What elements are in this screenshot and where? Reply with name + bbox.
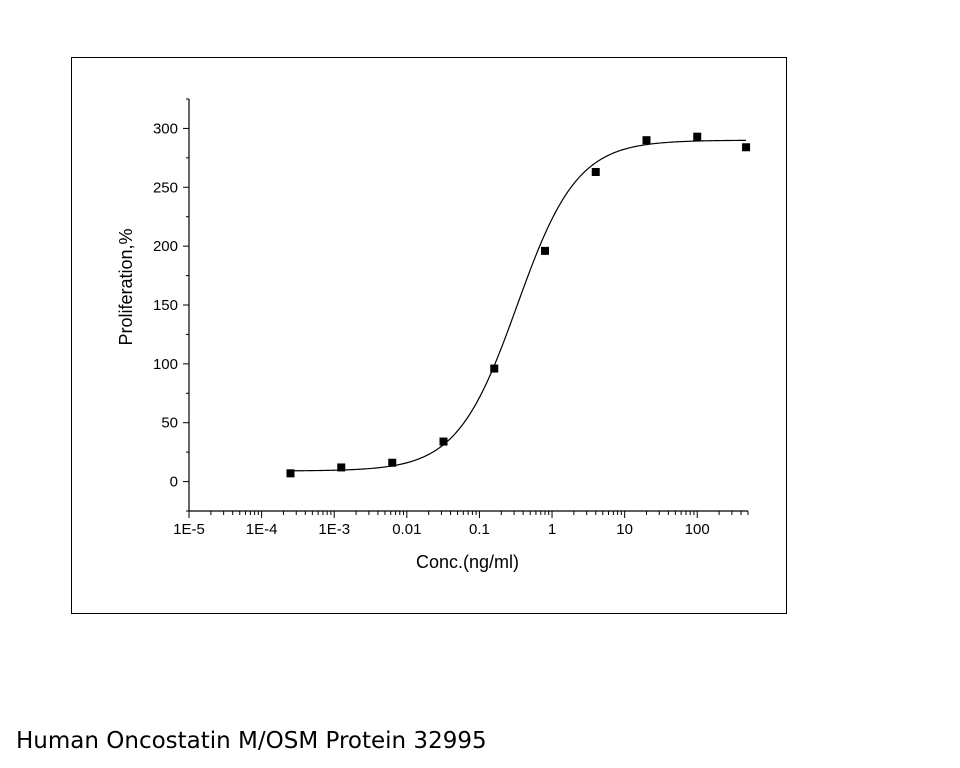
y-tick-label: 300 [153, 120, 178, 137]
y-axis-title: Proliferation,% [116, 228, 136, 345]
x-tick-label: 100 [685, 521, 710, 538]
y-tick-label: 250 [153, 179, 178, 196]
data-point [286, 469, 295, 478]
figure-caption: Human Oncostatin M/OSM Protein 32995 [16, 728, 487, 754]
fit-curve [290, 139, 747, 472]
data-point [490, 364, 499, 373]
x-tick-label: 0.01 [392, 521, 421, 538]
y-tick-label: 0 [170, 474, 178, 491]
data-point [337, 463, 346, 472]
y-tick-label: 50 [161, 415, 178, 432]
x-tick-label: 1E-4 [246, 521, 278, 538]
x-tick-label: 1E-3 [318, 521, 350, 538]
x-tick-label: 1 [548, 521, 556, 538]
y-tick-label: 100 [153, 356, 178, 373]
y-tick-label: 150 [153, 297, 178, 314]
data-point [693, 132, 702, 141]
x-tick-label: 0.1 [469, 521, 490, 538]
data-point [642, 136, 651, 145]
data-point [591, 167, 600, 176]
chart-frame: 1E-5 1E-4 1E-3 0.01 0.1 1 10 100 0 50 100 150 200 250… [71, 57, 787, 614]
data-point [540, 246, 549, 255]
x-tick-label: 10 [616, 521, 633, 538]
x-tick-label: 1E-5 [173, 521, 205, 538]
data-point [388, 458, 397, 467]
data-point [439, 437, 448, 446]
proliferation-chart: 1E-5 1E-4 1E-3 0.01 0.1 1 10 100 0 50 100 150 200 250… [116, 98, 751, 572]
x-axis-title: Conc.(ng/ml) [416, 552, 519, 572]
data-point [742, 143, 751, 152]
y-tick-label: 200 [153, 238, 178, 255]
